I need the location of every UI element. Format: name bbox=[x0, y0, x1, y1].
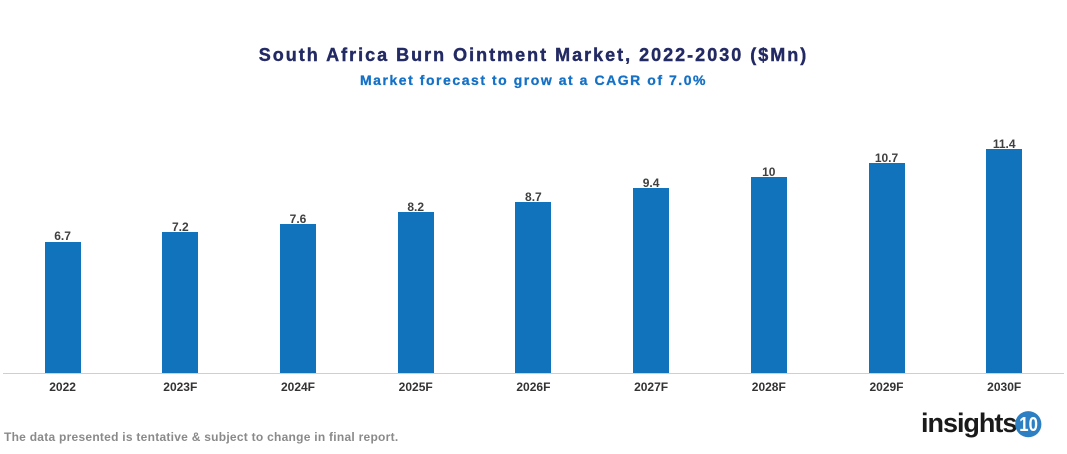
svg-text:insights: insights bbox=[921, 408, 1016, 438]
svg-text:10: 10 bbox=[1019, 414, 1038, 436]
